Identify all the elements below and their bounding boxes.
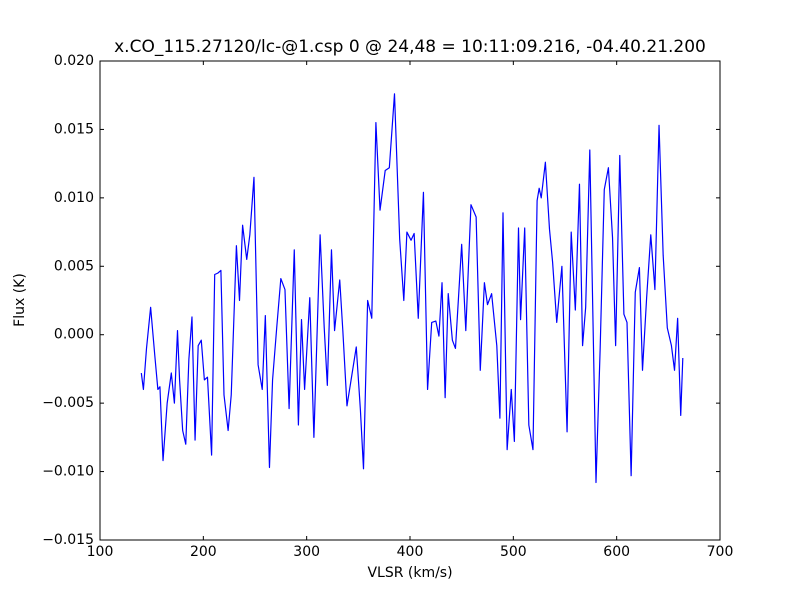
- y-tick-label: −0.010: [42, 464, 94, 480]
- y-axis-label: Flux (K): [12, 273, 28, 327]
- data-line: [140, 93, 684, 484]
- y-tick-label: 0.000: [54, 327, 94, 343]
- y-tick-label: 0.010: [54, 190, 94, 206]
- x-tick-label: 400: [397, 544, 424, 560]
- y-tick-label: 0.005: [54, 258, 94, 274]
- x-tick-label: 100: [87, 544, 114, 560]
- x-tick-label: 700: [707, 544, 734, 560]
- y-tick-label: 0.015: [54, 121, 94, 137]
- y-tick-label: −0.015: [42, 532, 94, 548]
- y-tick-label: 0.020: [54, 53, 94, 69]
- y-tick-label: −0.005: [42, 395, 94, 411]
- x-axis-label: VLSR (km/s): [367, 565, 452, 581]
- x-tick-label: 600: [603, 544, 630, 560]
- chart-title: x.CO_115.27120/lc-@1.csp 0 @ 24,48 = 10:…: [114, 37, 706, 57]
- x-tick-label: 500: [500, 544, 527, 560]
- x-tick-label: 200: [190, 544, 217, 560]
- x-tick-label: 300: [293, 544, 320, 560]
